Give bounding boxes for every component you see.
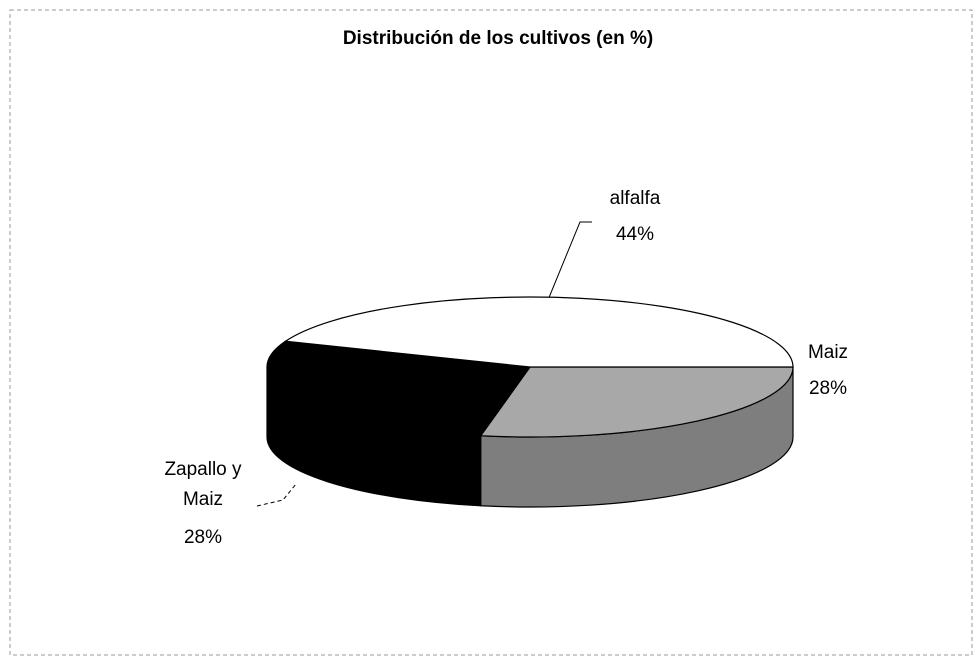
pie-slice xyxy=(479,366,794,438)
slice-value-label: 28% xyxy=(183,527,223,548)
slice-value-label: 44% xyxy=(615,224,655,245)
pie-slice xyxy=(283,296,794,368)
slice-label: Maiz xyxy=(807,342,849,363)
frame xyxy=(9,9,973,656)
leader-line xyxy=(547,221,592,301)
slice-label: alfalfa xyxy=(609,188,661,209)
slice-label: Zapallo y Maiz xyxy=(164,459,242,510)
slice-value-label: 28% xyxy=(808,378,848,399)
pie-slice xyxy=(266,340,532,437)
leader-line xyxy=(256,483,297,507)
chart-title: Distribución de los cultivos (en %) xyxy=(342,28,654,49)
